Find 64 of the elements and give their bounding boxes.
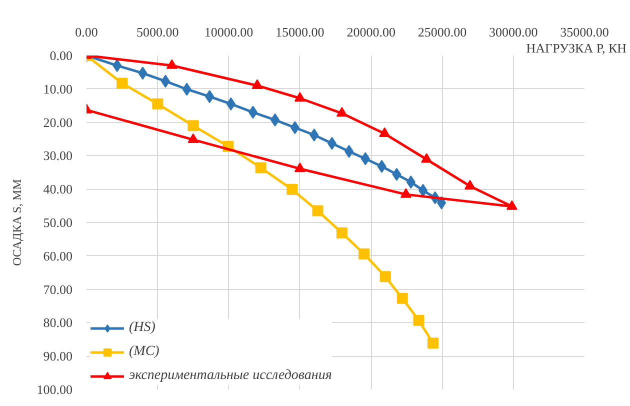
- point: [166, 59, 178, 69]
- legend-label: (MC): [129, 344, 160, 360]
- point: [427, 338, 438, 349]
- y-tick-label: 60.00: [43, 248, 72, 264]
- x-tick-label: 15000.00: [276, 24, 324, 40]
- x-axis-title: НАГРУЗКА Р, КН: [526, 40, 626, 56]
- x-tick-label: 5000.00: [136, 24, 179, 40]
- point: [392, 168, 402, 181]
- point: [270, 113, 280, 126]
- point: [255, 162, 266, 174]
- point: [248, 106, 258, 119]
- x-tick-label: 30000.00: [488, 24, 538, 40]
- y-tick-label: 0.00: [50, 48, 72, 63]
- point: [116, 78, 128, 89]
- point: [182, 82, 192, 96]
- point: [379, 127, 390, 138]
- point: [380, 271, 391, 282]
- point: [290, 121, 300, 134]
- y-tick-label: 20.00: [43, 114, 72, 130]
- x-tick-label: 10000.00: [204, 24, 254, 40]
- y-tick-label: 40.00: [43, 182, 72, 197]
- y-tick-label: 90.00: [43, 348, 72, 364]
- point: [188, 133, 199, 144]
- point: [205, 90, 214, 104]
- x-tick-label: 35000.00: [560, 24, 609, 40]
- point: [152, 98, 164, 110]
- y-tick-label: 30.00: [43, 148, 72, 164]
- point: [294, 92, 306, 102]
- point: [464, 180, 476, 190]
- point: [112, 59, 122, 72]
- point: [406, 176, 416, 189]
- point: [506, 200, 518, 210]
- x-tick-label: 20000.00: [346, 24, 396, 40]
- point: [327, 136, 336, 150]
- x-tick-label: 0.00: [75, 24, 98, 40]
- point: [336, 227, 348, 238]
- point: [421, 153, 432, 163]
- point: [336, 107, 348, 117]
- y-tick-label: 10.00: [43, 81, 72, 96]
- point: [400, 188, 412, 198]
- point: [188, 120, 199, 132]
- y-tick-label: 50.00: [43, 215, 72, 230]
- point: [358, 248, 370, 260]
- point: [310, 128, 319, 142]
- point: [344, 144, 354, 158]
- point: [396, 292, 408, 304]
- y-tick-label: 70.00: [43, 282, 72, 297]
- point: [418, 184, 428, 197]
- x-tick-label: 25000.00: [418, 24, 467, 40]
- legend-label: экспериментальные исследования: [129, 368, 332, 384]
- point: [312, 205, 324, 216]
- point: [377, 160, 386, 173]
- point: [160, 74, 170, 88]
- point: [226, 97, 236, 110]
- point: [360, 152, 370, 166]
- y-tick-label: 80.00: [43, 315, 72, 330]
- point: [413, 314, 424, 326]
- point: [286, 184, 298, 195]
- point: [252, 79, 263, 89]
- point: [294, 162, 306, 172]
- legend-label: (HS): [129, 320, 156, 336]
- point: [138, 66, 148, 80]
- y-tick-label: 100.00: [36, 382, 72, 397]
- y-axis-title: ОСАДКА S, ММ: [10, 178, 24, 266]
